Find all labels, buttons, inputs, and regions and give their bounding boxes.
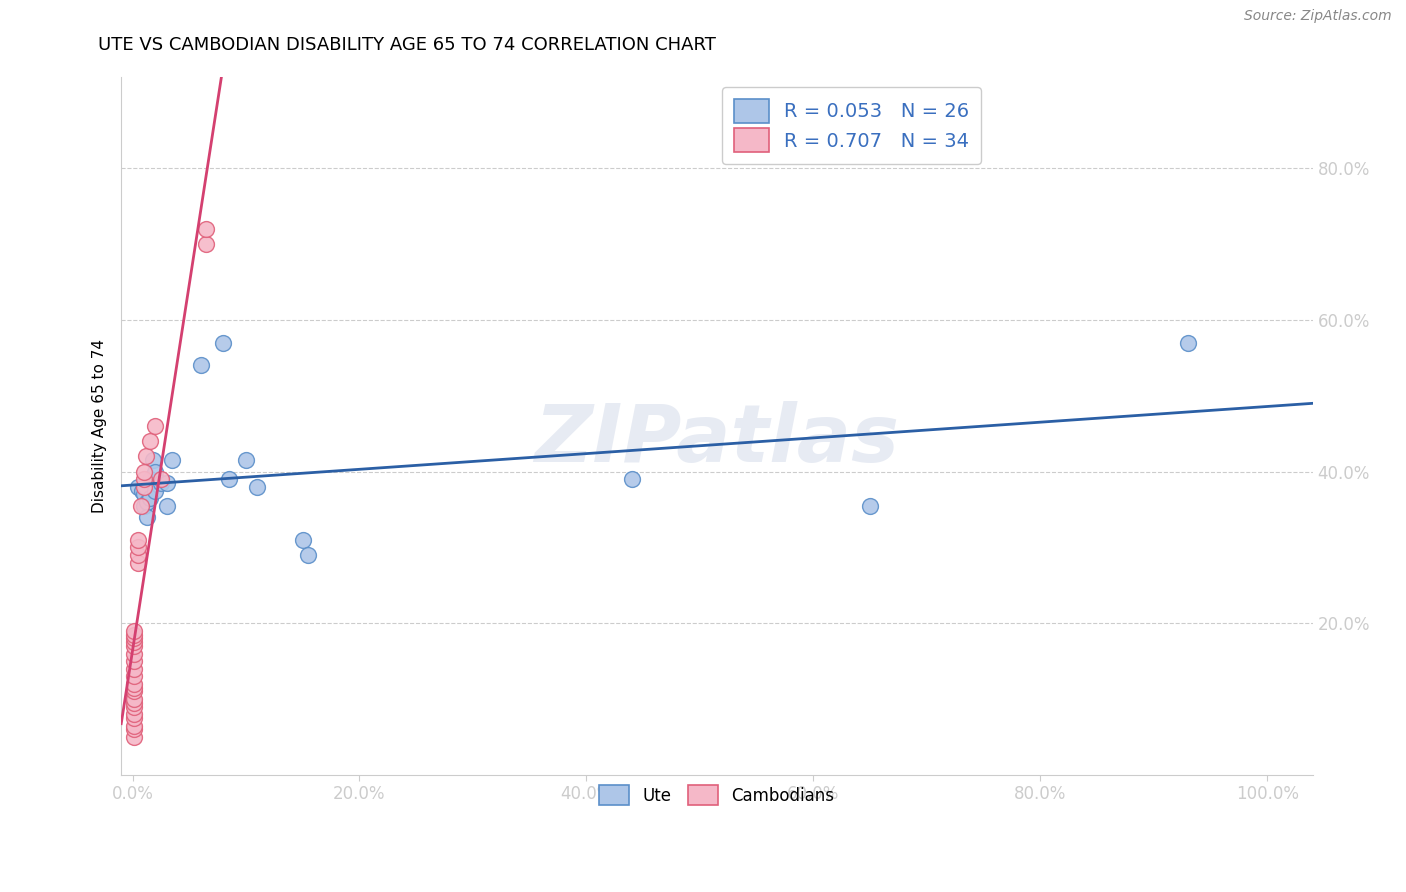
Point — [190, 359, 212, 373]
Point — [122, 696, 145, 710]
Point — [122, 639, 145, 653]
Point — [218, 472, 240, 486]
Point — [135, 480, 157, 494]
Point — [132, 472, 155, 486]
Point — [122, 718, 145, 732]
Point — [620, 472, 643, 486]
Point — [127, 541, 149, 555]
Point — [122, 684, 145, 698]
Point — [131, 483, 153, 498]
Point — [127, 548, 149, 562]
Point — [143, 419, 166, 434]
Point — [122, 677, 145, 691]
Point — [127, 533, 149, 547]
Point — [122, 711, 145, 725]
Point — [138, 491, 160, 505]
Text: UTE VS CAMBODIAN DISABILITY AGE 65 TO 74 CORRELATION CHART: UTE VS CAMBODIAN DISABILITY AGE 65 TO 74… — [98, 36, 716, 54]
Point — [127, 556, 149, 570]
Point — [162, 453, 184, 467]
Point — [142, 453, 165, 467]
Point — [122, 662, 145, 676]
Point — [132, 465, 155, 479]
Point — [155, 475, 177, 490]
Point — [132, 499, 155, 513]
Point — [297, 548, 319, 562]
Point — [132, 480, 155, 494]
Point — [127, 480, 149, 494]
Point — [122, 635, 145, 649]
Point — [291, 533, 314, 547]
Point — [136, 510, 159, 524]
Point — [195, 237, 218, 252]
Point — [155, 499, 177, 513]
Point — [122, 669, 145, 683]
Point — [122, 654, 145, 668]
Point — [122, 692, 145, 706]
Point — [195, 222, 218, 236]
Point — [132, 487, 155, 501]
Text: Source: ZipAtlas.com: Source: ZipAtlas.com — [1244, 9, 1392, 23]
Point — [122, 681, 145, 695]
Point — [235, 453, 257, 467]
Point — [122, 730, 145, 744]
Legend: Ute, Cambodians: Ute, Cambodians — [589, 775, 845, 815]
Point — [143, 483, 166, 498]
Point — [138, 472, 160, 486]
Point — [212, 335, 235, 350]
Y-axis label: Disability Age 65 to 74: Disability Age 65 to 74 — [93, 339, 107, 513]
Point — [149, 475, 172, 490]
Point — [859, 499, 882, 513]
Text: ZIPatlas: ZIPatlas — [534, 401, 900, 479]
Point — [135, 450, 157, 464]
Point — [129, 499, 152, 513]
Point — [143, 465, 166, 479]
Point — [122, 624, 145, 638]
Point — [122, 707, 145, 722]
Point — [122, 723, 145, 737]
Point — [122, 647, 145, 661]
Point — [122, 699, 145, 714]
Point — [122, 632, 145, 646]
Point — [1177, 335, 1199, 350]
Point — [138, 434, 160, 449]
Point — [122, 627, 145, 641]
Point — [136, 495, 159, 509]
Point — [149, 472, 172, 486]
Point — [246, 480, 269, 494]
